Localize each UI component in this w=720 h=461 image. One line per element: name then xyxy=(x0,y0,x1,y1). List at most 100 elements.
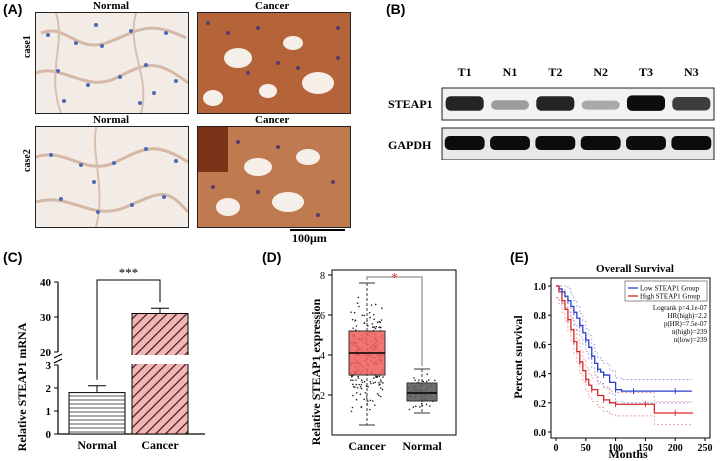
blot-membrane-gapdh xyxy=(441,127,715,160)
box-plot-point xyxy=(372,382,375,384)
box-plot-point xyxy=(355,391,358,394)
survival-y-tick-label: 0.8 xyxy=(534,311,547,322)
axis-break-mark xyxy=(53,358,63,364)
box-plot-point xyxy=(418,379,420,381)
bar-chart-category-label: Normal xyxy=(77,438,117,452)
box-plot-point xyxy=(378,381,380,384)
box-plot-point xyxy=(379,326,382,328)
box-plot-point xyxy=(359,393,362,396)
survival-stat: n(high)=239 xyxy=(672,328,708,336)
box-plot-point xyxy=(352,383,354,386)
box-plot-point xyxy=(361,379,363,381)
survival-stat: HR(high)=2.2 xyxy=(667,312,707,320)
box-plot-point xyxy=(429,405,431,407)
box-plot-point xyxy=(350,410,353,413)
box-plot-point xyxy=(371,400,374,402)
box-plot-point xyxy=(360,384,363,386)
box-plot-category-label: Normal xyxy=(402,439,442,453)
survival-legend-box xyxy=(624,280,708,302)
box-plot-point xyxy=(378,320,381,323)
row-label-case2: case2 xyxy=(22,149,33,172)
box-plot-point xyxy=(434,379,436,382)
box-plot-y-tick-label: 2 xyxy=(320,391,325,402)
box-plot-point xyxy=(359,385,362,388)
survival-y-tick-label: 0.2 xyxy=(534,399,547,410)
box-plot-point xyxy=(412,406,415,408)
survival-x-tick-label: 200 xyxy=(668,443,683,454)
box-plot-point xyxy=(351,394,354,397)
axis-break-mark xyxy=(53,353,63,359)
box-plot: Relative STEAP1 expression 2 4 6 8 Cancer No… xyxy=(309,269,457,453)
box-plot-point xyxy=(357,375,359,378)
survival-legend-label: Low STEAP1 Group xyxy=(640,285,700,293)
box-plot-y-axis-label: Relative STEAP1 expression xyxy=(309,298,323,445)
ihc-cancer-case1 xyxy=(197,12,351,114)
bar-chart-y-tick-label: 40 xyxy=(40,277,52,289)
box-plot-point xyxy=(380,381,382,383)
survival-y-tick-label: 1.0 xyxy=(534,282,547,293)
box-plot-point xyxy=(414,379,416,382)
panel-label-d: (D) xyxy=(262,249,282,265)
scale-bar xyxy=(290,229,345,231)
box-plot-point xyxy=(426,373,429,375)
survival-y-axis-label: Percent survival xyxy=(511,315,525,399)
panel-label-a: (A) xyxy=(3,1,23,17)
bar-chart-y-tick-label: 0 xyxy=(46,429,52,441)
box-plot-point xyxy=(372,377,375,379)
box-plot-point xyxy=(374,381,377,384)
box-normal xyxy=(406,382,438,402)
blot-band-gapdh xyxy=(626,136,666,150)
box-plot-point xyxy=(427,379,430,381)
bar-cancer xyxy=(131,313,189,435)
box-plot-point xyxy=(352,327,355,329)
box-plot-point xyxy=(376,392,379,395)
survival-title: Overall Survival xyxy=(596,263,674,275)
box-plot-point xyxy=(374,404,376,406)
box-plot-point xyxy=(354,320,356,322)
blot-band-steap1 xyxy=(490,100,530,110)
survival-plot: Overall Survival Percent survival Months… xyxy=(511,263,713,461)
panel-label-c: (C) xyxy=(3,249,23,265)
blot-lane-label: N2 xyxy=(593,65,608,79)
box-plot-point xyxy=(369,408,371,411)
blot-lane-label: T2 xyxy=(548,65,562,79)
blot-band-gapdh xyxy=(444,136,485,150)
survival-x-tick-label: 100 xyxy=(608,443,623,454)
box-plot-point xyxy=(361,314,363,317)
box-plot-point xyxy=(419,406,421,408)
box-plot-point xyxy=(351,318,354,321)
box-plot-point xyxy=(379,395,382,398)
bar-chart-category-label: Cancer xyxy=(141,438,179,452)
panel-label-b: (B) xyxy=(386,1,406,17)
box-plot-point xyxy=(364,391,367,394)
blot-row-label-steap1: STEAP1 xyxy=(388,97,433,111)
blot-lane-label: T1 xyxy=(458,65,472,79)
box-plot-point xyxy=(414,405,417,408)
box-plot-point xyxy=(372,313,375,316)
box-plot-point xyxy=(350,311,352,313)
box-plot-point xyxy=(378,375,381,378)
box-plot-point xyxy=(354,386,356,389)
bar-break-gap xyxy=(131,355,189,364)
box-plot-point xyxy=(361,381,364,384)
survival-curve-low xyxy=(556,285,692,392)
box-plot-point xyxy=(378,384,380,386)
box-plot-point xyxy=(382,376,384,378)
box-plot-point xyxy=(377,394,380,397)
survival-stat: Logrank p=4.1e-07 xyxy=(653,304,708,312)
box-plot-point xyxy=(371,323,374,325)
box-plot-point xyxy=(360,387,363,390)
blot-band-gapdh xyxy=(490,136,530,150)
blot-lane-label: N1 xyxy=(503,65,518,79)
survival-x-tick-label: 150 xyxy=(638,443,653,454)
box-plot-y-tick-label: 6 xyxy=(320,311,325,322)
blot-band-gapdh xyxy=(535,136,576,150)
box-plot-point xyxy=(425,403,428,406)
box-plot-point xyxy=(358,305,360,308)
box-plot-point xyxy=(369,380,372,383)
significance-bracket xyxy=(96,279,161,380)
box-plot-point xyxy=(376,376,378,378)
survival-confidence-band xyxy=(556,297,694,426)
survival-stat: p(HR)=7.5e-07 xyxy=(664,320,708,328)
box-plot-point xyxy=(363,380,366,383)
